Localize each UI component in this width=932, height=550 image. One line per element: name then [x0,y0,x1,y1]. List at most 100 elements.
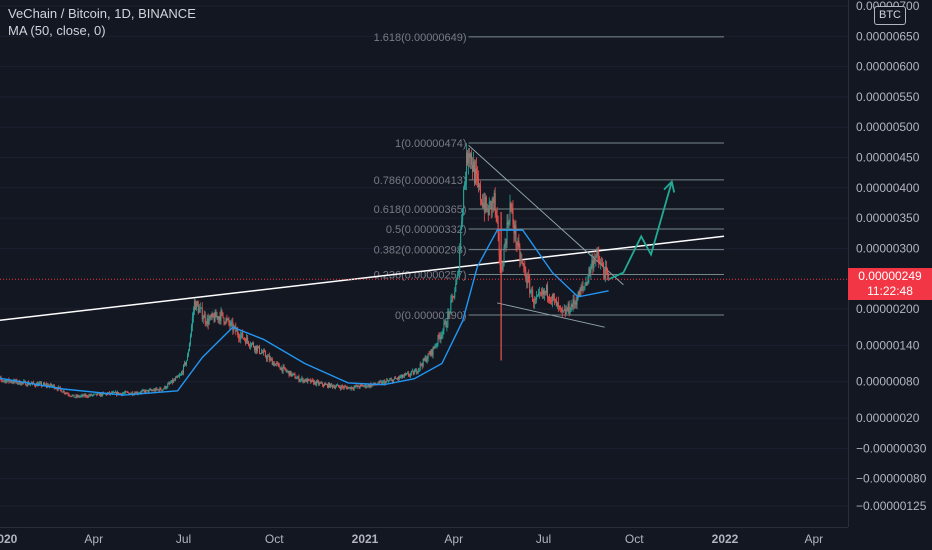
candle-body [515,225,517,244]
candle-body [328,383,330,388]
candle-body [56,388,58,390]
candle-body [577,291,579,300]
candle-body [300,379,302,381]
fibonacci-retracement[interactable]: 1.618(0.00000649) 1(0.00000474) 0.786(0.00… [374,32,725,322]
candle-body [386,380,388,382]
candle-body [96,393,98,396]
candle-body [343,386,345,388]
candle-body [192,311,194,318]
candle-body [257,346,259,348]
candle-body [245,339,247,344]
candle-body [468,153,470,164]
candle-body [251,343,253,346]
candle-body [312,379,314,381]
candle-body [189,335,191,344]
candle-body [499,255,501,266]
candle-body [269,358,271,361]
candle-body [467,152,469,164]
candle-body [547,296,549,298]
candle-body [415,369,417,373]
candle-body [385,381,387,385]
candle-body [559,306,561,308]
candle-body [186,355,188,361]
candle-body [307,379,309,383]
candle-body [449,311,451,313]
candle-body [333,386,335,389]
indicator-label[interactable]: MA (50, close, 0) [8,23,106,38]
trendlines[interactable] [0,145,725,328]
symbol-title[interactable]: VeChain / Bitcoin, 1D, BINANCE [8,6,196,21]
candle-body [12,382,14,384]
candle-body [267,355,269,357]
candle-body [598,254,600,261]
candle-body [86,395,88,397]
candle-body [242,332,244,339]
candle-body [487,208,489,216]
candle-body [276,363,278,365]
candle-body [30,383,32,385]
candle-body [372,384,374,386]
candle-body [32,382,34,384]
candle-body [325,383,327,385]
candle-body [360,384,362,386]
candle-body [538,293,540,296]
candle-body [283,366,285,368]
candle-body [105,393,107,395]
candle-body [89,395,91,397]
candle-body [578,291,580,298]
candle-body [346,387,348,390]
candle-body [394,377,396,380]
time-tick-label: Jul [536,532,551,546]
currency-badge[interactable]: BTC [874,6,906,25]
candle-body [542,290,544,295]
candle-body [332,386,334,388]
candle-body [557,302,559,307]
candle-body [392,379,394,383]
candle-body [240,335,242,340]
candle-body [302,378,304,383]
candle-body [460,229,462,250]
candle-body [605,266,607,279]
time-tick-label: Apr [804,532,823,546]
candle-body [335,385,337,387]
candle-body [229,323,231,326]
candle-body [413,371,415,375]
fib-level-label: 1.618(0.00000649) [374,32,467,44]
candle-body [564,309,566,314]
price-tick-label: −0.00000080 [856,472,927,486]
candle-body [522,261,524,265]
candle-body [97,393,99,396]
time-tick-label: Apr [84,532,103,546]
candle-body [565,309,567,314]
price-tick-label: 0.00000550 [856,90,920,104]
candle-body [404,374,406,376]
candle-body [168,382,170,385]
candle-body [247,337,249,342]
candle-body [363,385,365,387]
candle-body [446,326,448,328]
candle-body [254,346,256,351]
candle-body [532,289,534,302]
candle-body [390,379,392,381]
price-tag-countdown: 11:22:48 [867,284,913,298]
time-tick-label: Oct [265,532,284,546]
candle-body [208,319,210,325]
candle-body [172,380,174,383]
candle-body [246,337,248,344]
candle-body [270,358,272,360]
candle-body [277,363,279,365]
price-tick-label: 0.00000350 [856,211,920,225]
candle-body [70,396,72,398]
candle-body [161,389,163,391]
candle-body [234,326,236,328]
projection-path[interactable] [608,179,676,281]
price-tick-label: 0.00000450 [856,151,920,165]
candle-body [428,353,430,355]
candle-body [403,374,405,377]
candle-body [27,382,29,386]
candle-body [218,316,220,320]
candle-body [401,374,403,378]
